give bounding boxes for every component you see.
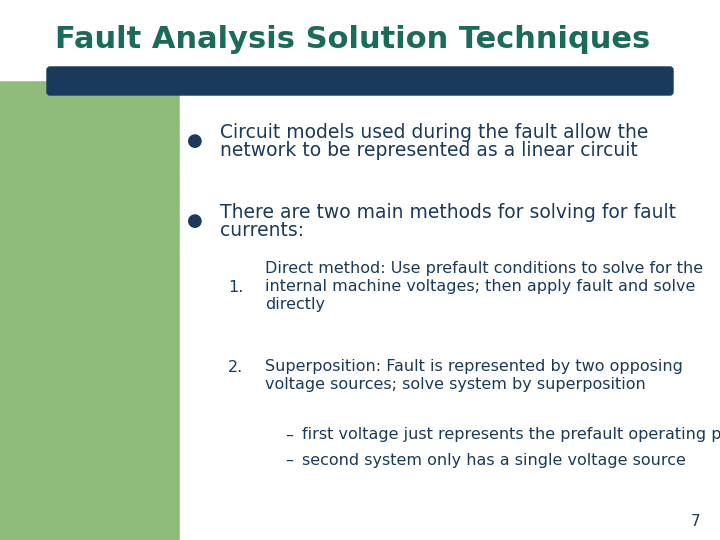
Text: 7: 7 [690, 515, 700, 530]
Text: There are two main methods for solving for fault: There are two main methods for solving f… [220, 202, 676, 221]
Text: directly: directly [265, 298, 325, 313]
Text: Superposition: Fault is represented by two opposing: Superposition: Fault is represented by t… [265, 360, 683, 375]
Text: internal machine voltages; then apply fault and solve: internal machine voltages; then apply fa… [265, 280, 696, 294]
Text: –: – [285, 428, 293, 442]
Bar [0, 0, 720, 80]
Text: currents:: currents: [220, 220, 304, 240]
Text: second system only has a single voltage source: second system only has a single voltage … [302, 453, 686, 468]
Text: 1.: 1. [228, 280, 243, 294]
FancyBboxPatch shape [47, 67, 673, 95]
Bar [0, 0, 180, 540]
Text: Circuit models used during the fault allow the: Circuit models used during the fault all… [220, 123, 649, 141]
Text: ●: ● [187, 132, 203, 150]
Text: –: – [285, 453, 293, 468]
Text: Fault Analysis Solution Techniques: Fault Analysis Solution Techniques [55, 25, 650, 55]
Text: 2.: 2. [228, 360, 243, 375]
Text: first voltage just represents the prefault operating point: first voltage just represents the prefau… [302, 428, 720, 442]
Text: Direct method: Use prefault conditions to solve for the: Direct method: Use prefault conditions t… [265, 261, 703, 276]
Bar [180, 90, 720, 540]
Text: voltage sources; solve system by superposition: voltage sources; solve system by superpo… [265, 377, 646, 393]
Text: network to be represented as a linear circuit: network to be represented as a linear ci… [220, 140, 638, 159]
Text: ●: ● [187, 212, 203, 230]
